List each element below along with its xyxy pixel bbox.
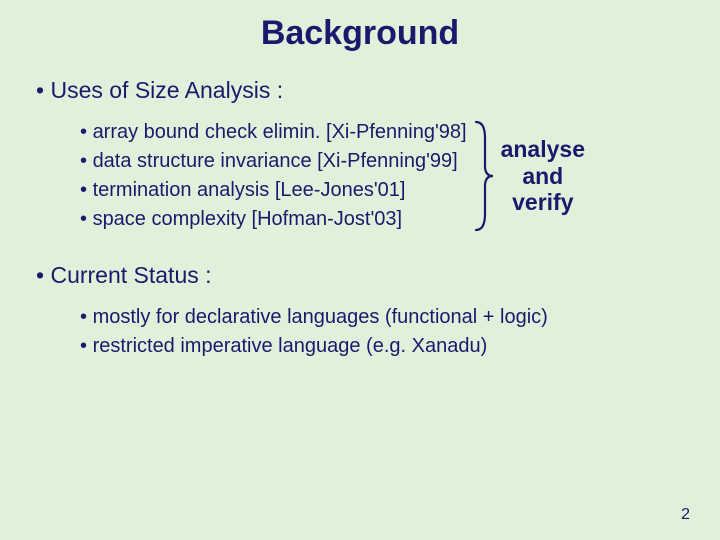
page-number: 2 (681, 506, 690, 524)
list-item: data structure invariance [Xi-Pfenning'9… (80, 147, 467, 176)
list-item: restricted imperative language (e.g. Xan… (80, 332, 690, 361)
section-heading-uses: Uses of Size Analysis : (36, 77, 690, 104)
section-heading-status: Current Status : (36, 262, 690, 289)
list-item: space complexity [Hofman-Jost'03] (80, 205, 467, 234)
uses-block: array bound check elimin. [Xi-Pfenning'9… (30, 118, 690, 234)
annotation-line: analyse (501, 136, 585, 162)
uses-list: array bound check elimin. [Xi-Pfenning'9… (80, 118, 467, 234)
list-item: mostly for declarative languages (functi… (80, 303, 690, 332)
status-list: mostly for declarative languages (functi… (80, 303, 690, 361)
annotation: analyse and verify (501, 136, 585, 215)
annotation-line: and (501, 163, 585, 189)
annotation-line: verify (501, 189, 585, 215)
list-item: array bound check elimin. [Xi-Pfenning'9… (80, 118, 467, 147)
brace-icon (473, 118, 495, 234)
list-item: termination analysis [Lee-Jones'01] (80, 176, 467, 205)
slide: Background Uses of Size Analysis : array… (0, 0, 720, 540)
slide-title: Background (30, 14, 690, 53)
